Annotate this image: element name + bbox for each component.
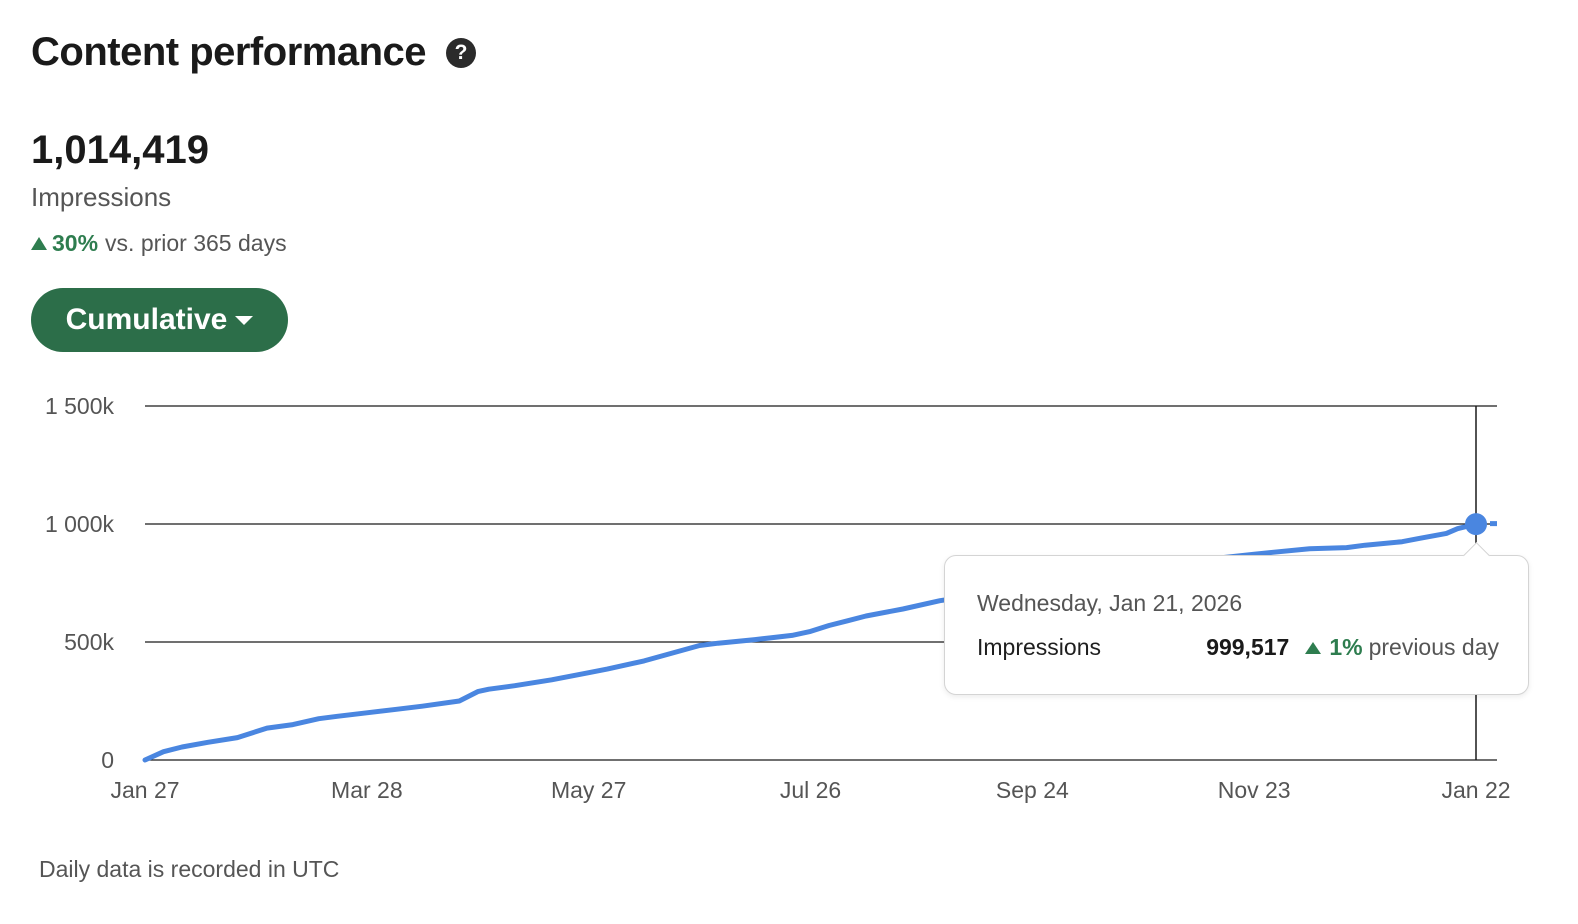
- change-percent: 30%: [52, 230, 99, 256]
- x-axis: Jan 27 Mar 28 May 27 Jul 26 Sep 24 Nov 23 Jan …: [110, 777, 1510, 803]
- x-tick-label: Jan 22: [1441, 777, 1510, 803]
- caret-down-icon: [235, 315, 254, 325]
- change-summary: 30% vs. prior 365 days: [31, 230, 287, 257]
- dropdown-label: Cumulative: [65, 303, 228, 336]
- x-tick-label: Jan 27: [110, 777, 179, 803]
- question-circle-icon[interactable]: ?: [446, 37, 476, 68]
- header: Content performance ?: [31, 30, 476, 75]
- chart-tooltip: Wednesday, Jan 21, 2026 Impressions 999,…: [944, 542, 1529, 695]
- hover-point[interactable]: [1465, 513, 1487, 536]
- page-title: Content performance: [31, 30, 427, 74]
- metric-label: Impressions: [31, 182, 172, 212]
- tooltip-date: Wednesday, Jan 21, 2026: [977, 590, 1243, 616]
- x-tick-label: Mar 28: [331, 777, 403, 803]
- impressions-chart: 0 500k 1 000k 1 500k Jan 27 Mar 28 May 27 Jul …: [45, 393, 1511, 803]
- x-tick-label: Sep 24: [996, 777, 1069, 803]
- x-tick-label: Jul 26: [780, 777, 841, 803]
- series-line-impressions: [142, 521, 1479, 763]
- tooltip-label: Impressions: [977, 634, 1101, 660]
- tooltip-change-text: previous day: [1368, 634, 1499, 660]
- y-tick-label: 500k: [64, 629, 114, 655]
- change-text: vs. prior 365 days: [105, 230, 287, 256]
- y-tick-label: 1 500k: [45, 393, 115, 419]
- cumulative-dropdown[interactable]: Cumulative: [31, 288, 288, 352]
- y-tick-label: 1 000k: [45, 511, 115, 537]
- x-tick-label: May 27: [551, 777, 626, 803]
- tooltip-trend-up-icon: [1305, 641, 1322, 654]
- tooltip-row: Impressions 999,517 1% previous day: [977, 634, 1499, 661]
- total-impressions: 1,014,419: [31, 128, 209, 172]
- tooltip-change-percent: 1%: [1329, 634, 1363, 660]
- tooltip-value: 999,517: [1206, 634, 1290, 660]
- series-line-tail: [1490, 521, 1497, 527]
- y-tick-label: 0: [101, 747, 114, 773]
- x-tick-label: Nov 23: [1218, 777, 1291, 803]
- footnote: Daily data is recorded in UTC: [39, 856, 340, 882]
- y-axis: 0 500k 1 000k 1 500k: [45, 393, 115, 773]
- trend-up-icon: [31, 237, 47, 250]
